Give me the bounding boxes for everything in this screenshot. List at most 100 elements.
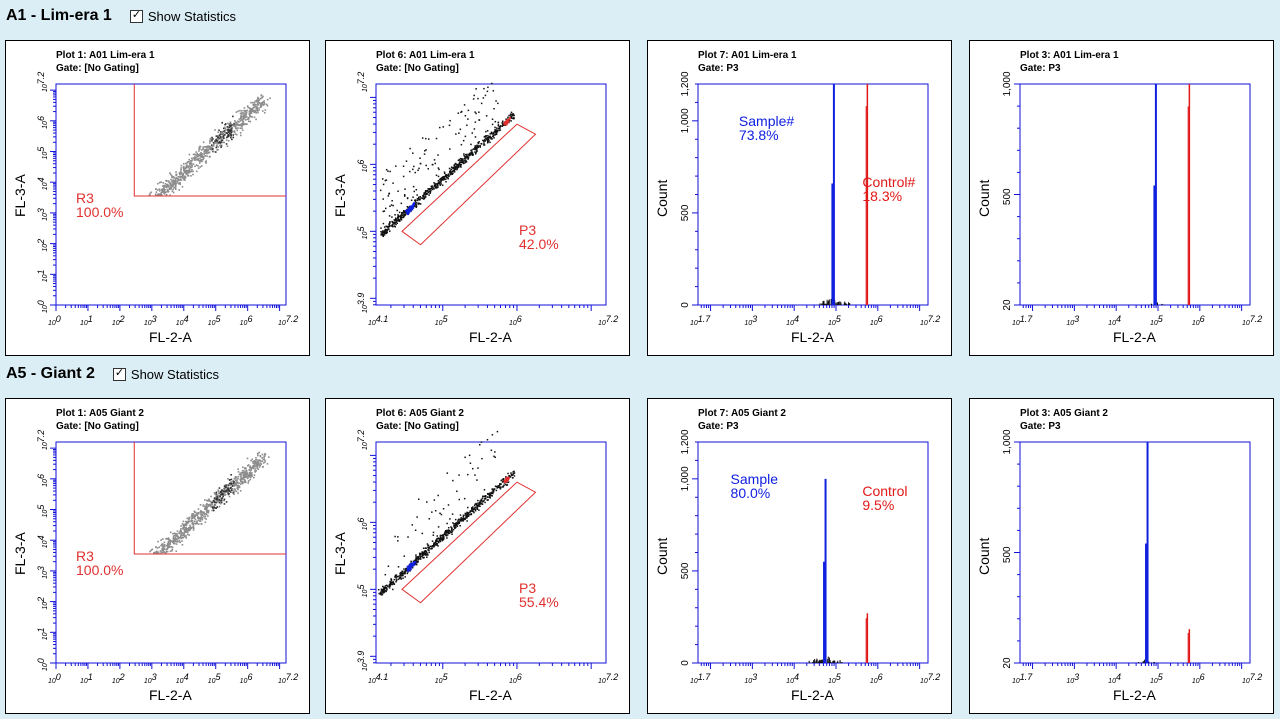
plot-gate-text: Gate: P3 bbox=[698, 421, 739, 432]
tick-label: 107.2 bbox=[36, 72, 49, 92]
tick-label: 500 bbox=[1002, 546, 1013, 563]
tick-label: 104 bbox=[1108, 672, 1121, 685]
tick-label: 500 bbox=[680, 204, 691, 221]
tick-label: 107.2 bbox=[920, 672, 940, 685]
plot-panel[interactable]: 101.7 103 104 105 106 107.2 20 500 1,000 Plot 3: … bbox=[969, 398, 1274, 714]
tick-label: 101 bbox=[80, 314, 93, 327]
tick-label: 104.1 bbox=[368, 672, 388, 685]
tick-label: 105 bbox=[36, 146, 49, 160]
tick-label: 103.9 bbox=[356, 651, 369, 671]
y-axis-label: FL-3-A bbox=[12, 531, 28, 575]
plot-title-text: Plot 1: A05 Giant 2 bbox=[56, 408, 144, 419]
tick-label: 103.9 bbox=[356, 293, 369, 313]
plot-svg: 101.7 103 104 105 106 107.2 0 500 1,000 1,200 bbox=[680, 71, 940, 327]
plot-title: Plot 1: A05 Giant 2 Gate: [No Gating] bbox=[56, 407, 144, 433]
y-axis-ticks bbox=[1014, 83, 1020, 306]
y-axis-ticks bbox=[370, 96, 376, 306]
x-axis-ticks bbox=[700, 305, 921, 311]
tick-label: 102 bbox=[36, 597, 49, 610]
check-mark-icon: ✓ bbox=[114, 366, 125, 379]
tick-label: 104.1 bbox=[368, 314, 388, 327]
tick-label: 104 bbox=[176, 672, 189, 685]
plot-svg: 104.1 105 106 107.2 103.9 105 106 107.2 bbox=[356, 72, 618, 327]
show-statistics-checkbox[interactable]: ✓ bbox=[112, 366, 126, 381]
plot-panel[interactable]: 104.1 105 106 107.2 103.9 105 106 107.2 Plot 6: … bbox=[325, 398, 630, 714]
dot-cloud bbox=[148, 94, 271, 197]
tick-label: 101.7 bbox=[1012, 314, 1033, 327]
show-statistics-label: Show Statistics bbox=[147, 8, 236, 24]
tick-label: 105 bbox=[208, 314, 222, 327]
tick-label: 107.2 bbox=[598, 672, 618, 685]
tick-label: 101.7 bbox=[690, 672, 711, 685]
plot-title-text: Plot 3: A01 Lim-era 1 bbox=[1020, 50, 1119, 61]
tick-label: 105 bbox=[1150, 314, 1164, 327]
tick-label: 100 bbox=[36, 300, 49, 313]
dot-cloud bbox=[379, 82, 515, 238]
tick-label: 102 bbox=[112, 672, 125, 685]
y-axis-label: FL-3-A bbox=[12, 173, 28, 217]
section-header: A1 - Lim-era 1 ✓ Show Statistics bbox=[6, 5, 236, 27]
tick-label: 102 bbox=[36, 239, 49, 252]
plot-svg: 100 101 102 103 104 105 106 107.2 100 101 102 103 10… bbox=[36, 430, 298, 685]
tick-label: 20 bbox=[1002, 657, 1013, 669]
tick-label: 104 bbox=[176, 314, 189, 327]
tick-label: 103 bbox=[1066, 314, 1079, 327]
tick-label: 106 bbox=[356, 160, 369, 173]
plot-panel[interactable]: 100 101 102 103 104 105 106 107.2 100 101 102 103 10… bbox=[5, 398, 310, 714]
plot-title-text: Plot 6: A01 Lim-era 1 bbox=[376, 50, 475, 61]
tick-label: 105 bbox=[828, 672, 842, 685]
tick-label: 500 bbox=[1002, 188, 1013, 205]
check-mark-icon: ✓ bbox=[131, 8, 142, 21]
region-label: R3 100.0% bbox=[76, 190, 124, 220]
tick-label: 106 bbox=[509, 672, 522, 685]
control-peak bbox=[865, 613, 869, 663]
plot-title: Plot 7: A05 Giant 2 Gate: P3 bbox=[698, 407, 786, 433]
y-axis-ticks bbox=[1014, 441, 1020, 664]
tick-label: 104 bbox=[36, 535, 49, 548]
tick-label: 107.2 bbox=[598, 314, 618, 327]
tick-label: 1,200 bbox=[680, 71, 691, 96]
gate-region-p3 bbox=[401, 123, 537, 246]
tick-label: 102 bbox=[112, 314, 125, 327]
y-axis-label: FL-3-A bbox=[332, 173, 348, 217]
show-statistics-checkbox[interactable]: ✓ bbox=[129, 8, 143, 23]
tick-label: 104 bbox=[1108, 314, 1121, 327]
x-axis-label: FL-2-A bbox=[791, 687, 834, 703]
plot-panel[interactable]: 104.1 105 106 107.2 103.9 105 106 107.2 Plot 6: … bbox=[325, 40, 630, 356]
tick-label: 1,000 bbox=[1002, 71, 1013, 96]
y-axis-label: Count bbox=[976, 179, 992, 217]
plot-panel[interactable]: 101.7 103 104 105 106 107.2 0 500 1,000 1,200 Plot… bbox=[647, 40, 952, 356]
gate-region-r3 bbox=[133, 442, 286, 555]
tick-label: 101 bbox=[80, 672, 93, 685]
plot-frame bbox=[375, 441, 607, 664]
tick-label: 101.7 bbox=[690, 314, 711, 327]
tick-label: 106 bbox=[870, 314, 883, 327]
tick-label: 105 bbox=[208, 672, 222, 685]
tick-label: 1,200 bbox=[680, 429, 691, 454]
y-axis-label: Count bbox=[976, 537, 992, 575]
section-header: A5 - Giant 2 ✓ Show Statistics bbox=[6, 363, 219, 385]
plot-gate-text: Gate: [No Gating] bbox=[56, 63, 139, 74]
y-axis-ticks bbox=[50, 89, 56, 306]
sample-peak bbox=[808, 478, 843, 663]
y-axis-ticks bbox=[50, 447, 56, 664]
plot-panel[interactable]: 101.7 103 104 105 106 107.2 0 500 1,000 1,200 Plot… bbox=[647, 398, 952, 714]
plot-title: Plot 7: A01 Lim-era 1 Gate: P3 bbox=[698, 49, 797, 75]
plot-gate-text: Gate: P3 bbox=[698, 63, 739, 74]
plot-gate-text: Gate: [No Gating] bbox=[376, 421, 459, 432]
x-axis-label: FL-2-A bbox=[149, 329, 192, 345]
plot-panel[interactable]: 101.7 103 104 105 106 107.2 20 500 1,000 Plot 3: … bbox=[969, 40, 1274, 356]
tick-label: 106 bbox=[36, 474, 49, 487]
tick-label: 103 bbox=[1066, 672, 1079, 685]
tick-label: 101.7 bbox=[1012, 672, 1033, 685]
tick-label: 20 bbox=[1002, 299, 1013, 311]
tick-label: 107.2 bbox=[356, 430, 369, 450]
tick-label: 107.2 bbox=[356, 72, 369, 92]
tick-label: 107.2 bbox=[920, 314, 940, 327]
plot-panel[interactable]: 100 101 102 103 104 105 106 107.2 100 101 102 103 10… bbox=[5, 40, 310, 356]
tick-label: 1,000 bbox=[680, 108, 691, 133]
plot-gate-text: Gate: P3 bbox=[1020, 421, 1061, 432]
control-label: Control 9.5% bbox=[862, 483, 908, 513]
plot-title: Plot 3: A05 Giant 2 Gate: P3 bbox=[1020, 407, 1108, 433]
control-peak bbox=[865, 84, 869, 305]
